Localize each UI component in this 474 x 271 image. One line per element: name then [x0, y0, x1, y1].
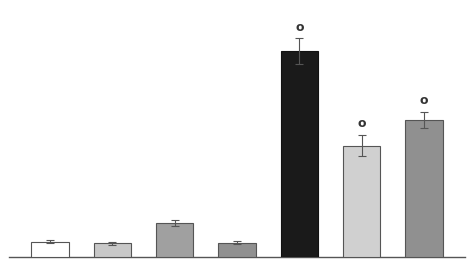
Bar — [156, 223, 193, 257]
Bar — [405, 120, 443, 257]
Bar — [281, 51, 318, 257]
Bar — [31, 242, 69, 257]
Bar — [343, 146, 380, 257]
Bar — [94, 243, 131, 257]
Bar — [219, 243, 255, 257]
Text: o: o — [420, 94, 428, 107]
Text: o: o — [357, 117, 366, 130]
Text: o: o — [295, 21, 303, 34]
